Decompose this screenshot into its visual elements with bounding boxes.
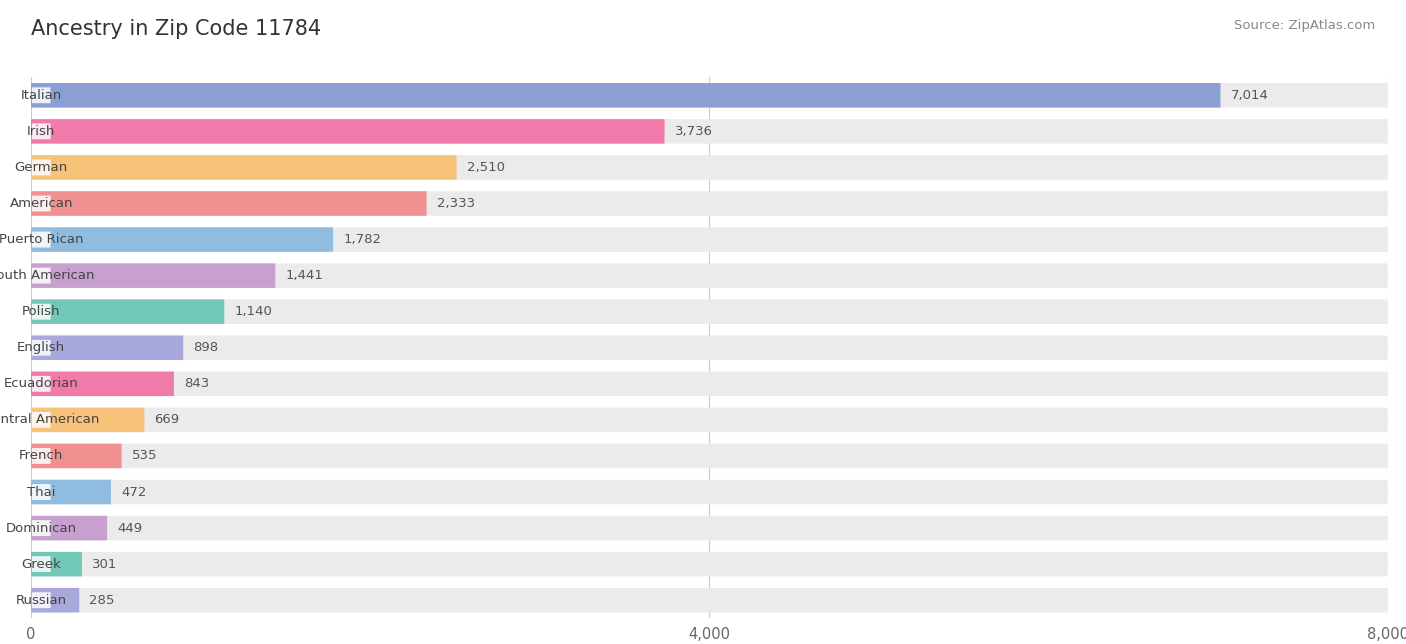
Text: Russian: Russian bbox=[15, 594, 67, 607]
FancyBboxPatch shape bbox=[31, 227, 333, 252]
Text: 2,510: 2,510 bbox=[467, 161, 505, 174]
FancyBboxPatch shape bbox=[32, 520, 51, 536]
FancyBboxPatch shape bbox=[31, 336, 1388, 360]
FancyBboxPatch shape bbox=[32, 268, 51, 283]
Text: 2,333: 2,333 bbox=[437, 197, 475, 210]
FancyBboxPatch shape bbox=[32, 160, 51, 175]
FancyBboxPatch shape bbox=[32, 448, 51, 464]
FancyBboxPatch shape bbox=[31, 119, 1388, 144]
FancyBboxPatch shape bbox=[32, 232, 51, 247]
Text: 1,441: 1,441 bbox=[285, 269, 323, 282]
FancyBboxPatch shape bbox=[31, 408, 1388, 432]
FancyBboxPatch shape bbox=[31, 227, 1388, 252]
FancyBboxPatch shape bbox=[31, 191, 1388, 216]
Text: Dominican: Dominican bbox=[6, 522, 77, 535]
Text: 285: 285 bbox=[90, 594, 115, 607]
FancyBboxPatch shape bbox=[31, 299, 225, 324]
FancyBboxPatch shape bbox=[31, 480, 111, 504]
Text: 449: 449 bbox=[117, 522, 142, 535]
Text: South American: South American bbox=[0, 269, 94, 282]
Text: Italian: Italian bbox=[21, 89, 62, 102]
FancyBboxPatch shape bbox=[31, 263, 1388, 288]
FancyBboxPatch shape bbox=[31, 408, 145, 432]
Text: 1,140: 1,140 bbox=[235, 305, 273, 318]
FancyBboxPatch shape bbox=[32, 484, 51, 500]
Text: Irish: Irish bbox=[27, 125, 55, 138]
FancyBboxPatch shape bbox=[32, 88, 51, 103]
FancyBboxPatch shape bbox=[31, 480, 1388, 504]
Text: French: French bbox=[20, 450, 63, 462]
Text: 1,782: 1,782 bbox=[343, 233, 381, 246]
Text: American: American bbox=[10, 197, 73, 210]
Text: Source: ZipAtlas.com: Source: ZipAtlas.com bbox=[1234, 19, 1375, 32]
FancyBboxPatch shape bbox=[31, 83, 1388, 108]
Text: Thai: Thai bbox=[27, 486, 55, 498]
FancyBboxPatch shape bbox=[31, 516, 107, 540]
Text: Puerto Rican: Puerto Rican bbox=[0, 233, 83, 246]
FancyBboxPatch shape bbox=[31, 155, 1388, 180]
FancyBboxPatch shape bbox=[32, 304, 51, 319]
FancyBboxPatch shape bbox=[32, 340, 51, 355]
FancyBboxPatch shape bbox=[32, 196, 51, 211]
FancyBboxPatch shape bbox=[31, 552, 1388, 576]
FancyBboxPatch shape bbox=[31, 444, 122, 468]
Text: Ancestry in Zip Code 11784: Ancestry in Zip Code 11784 bbox=[31, 19, 321, 39]
FancyBboxPatch shape bbox=[31, 191, 426, 216]
Text: 7,014: 7,014 bbox=[1230, 89, 1268, 102]
Text: Central American: Central American bbox=[0, 413, 100, 426]
FancyBboxPatch shape bbox=[31, 83, 1220, 108]
FancyBboxPatch shape bbox=[31, 372, 1388, 396]
FancyBboxPatch shape bbox=[31, 444, 1388, 468]
FancyBboxPatch shape bbox=[31, 516, 1388, 540]
Text: 843: 843 bbox=[184, 377, 209, 390]
Text: Greek: Greek bbox=[21, 558, 60, 571]
FancyBboxPatch shape bbox=[31, 552, 82, 576]
FancyBboxPatch shape bbox=[31, 299, 1388, 324]
Text: Ecuadorian: Ecuadorian bbox=[4, 377, 79, 390]
Text: 669: 669 bbox=[155, 413, 180, 426]
FancyBboxPatch shape bbox=[31, 336, 183, 360]
Text: 472: 472 bbox=[121, 486, 146, 498]
Text: English: English bbox=[17, 341, 65, 354]
FancyBboxPatch shape bbox=[31, 155, 457, 180]
FancyBboxPatch shape bbox=[32, 592, 51, 608]
FancyBboxPatch shape bbox=[31, 119, 665, 144]
Text: German: German bbox=[14, 161, 67, 174]
FancyBboxPatch shape bbox=[32, 412, 51, 428]
FancyBboxPatch shape bbox=[31, 263, 276, 288]
FancyBboxPatch shape bbox=[32, 556, 51, 572]
FancyBboxPatch shape bbox=[31, 372, 174, 396]
Text: 3,736: 3,736 bbox=[675, 125, 713, 138]
Text: 301: 301 bbox=[93, 558, 118, 571]
FancyBboxPatch shape bbox=[31, 588, 1388, 612]
Text: 898: 898 bbox=[194, 341, 218, 354]
FancyBboxPatch shape bbox=[32, 124, 51, 139]
FancyBboxPatch shape bbox=[32, 376, 51, 392]
FancyBboxPatch shape bbox=[31, 588, 79, 612]
Text: Polish: Polish bbox=[22, 305, 60, 318]
Text: 535: 535 bbox=[132, 450, 157, 462]
